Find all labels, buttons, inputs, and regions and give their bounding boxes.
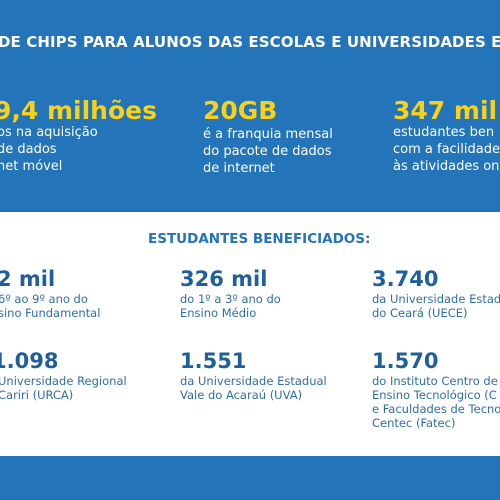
highlight-desc-line: é a franquia mensal	[203, 127, 333, 142]
student-desc-line: 6º ao 9º ano do	[0, 292, 88, 306]
student-desc: da Universidade Estadual Vale do Acaraú …	[180, 374, 327, 402]
student-count: 2 mil	[0, 267, 56, 291]
student-desc-line: Centec (Fatec)	[372, 416, 456, 430]
student-count: 3.740	[372, 267, 439, 291]
student-desc-line: Vale do Acaraú (UVA)	[180, 388, 303, 402]
student-desc-line: do Instituto Centro de	[372, 374, 498, 388]
highlight-desc-line: net móvel	[0, 159, 63, 174]
student-desc: 6º ao 9º ano do sino Fundamental	[0, 292, 100, 320]
banner-title: DE CHIPS PARA ALUNOS DAS ESCOLAS E UNIVE…	[0, 33, 500, 51]
student-desc-line: do 1º a 3º ano do	[180, 292, 281, 306]
highlight-desc-line: de internet	[203, 161, 275, 176]
top-banner	[0, 0, 500, 212]
student-desc-line: sino Fundamental	[0, 306, 101, 320]
highlight-desc-franchise: é a franquia mensal do pacote de dados d…	[203, 126, 333, 177]
student-desc-line: do Ceará (UECE)	[372, 306, 468, 320]
student-desc: da Universidade Estad do Ceará (UECE)	[372, 292, 500, 320]
student-desc: Universidade Regional Cariri (URCA)	[0, 374, 127, 402]
student-desc: do 1º a 3º ano do Ensino Médio	[180, 292, 281, 320]
highlight-desc-line: de dados	[0, 142, 57, 157]
student-count: 1.551	[180, 349, 247, 373]
student-desc-line: Ensino Tecnológico (C	[372, 388, 497, 402]
student-count: 1.098	[0, 349, 59, 373]
highlight-value-students: 347 mil	[393, 96, 498, 125]
highlight-desc-line: estudantes ben	[393, 125, 495, 140]
student-desc-line: Universidade Regional	[0, 374, 127, 388]
student-count: 1.570	[372, 349, 439, 373]
highlight-desc-investment: os na aquisição de dados net móvel	[0, 124, 98, 175]
highlight-desc-line: às atividades on	[393, 159, 500, 174]
highlight-value-franchise: 20GB	[203, 96, 278, 125]
highlight-desc-line: os na aquisição	[0, 125, 98, 140]
highlight-desc-line: com a facilidade	[393, 142, 500, 157]
student-desc-line: da Universidade Estad	[372, 292, 500, 306]
highlight-desc-students: estudantes ben com a facilidade às ativi…	[393, 124, 500, 175]
students-section-title: ESTUDANTES BENEFICIADOS:	[148, 231, 371, 247]
highlight-value-investment: 9,4 milhões	[0, 96, 157, 125]
bottom-banner	[0, 456, 500, 500]
student-desc-line: Ensino Médio	[180, 306, 257, 320]
student-desc-line: da Universidade Estadual	[180, 374, 327, 388]
highlight-desc-line: do pacote de dados	[203, 144, 332, 159]
student-desc: do Instituto Centro de Ensino Tecnológic…	[372, 374, 500, 430]
student-count: 326 mil	[180, 267, 268, 291]
student-desc-line: e Faculdades de Tecno	[372, 402, 500, 416]
student-desc-line: Cariri (URCA)	[0, 388, 74, 402]
